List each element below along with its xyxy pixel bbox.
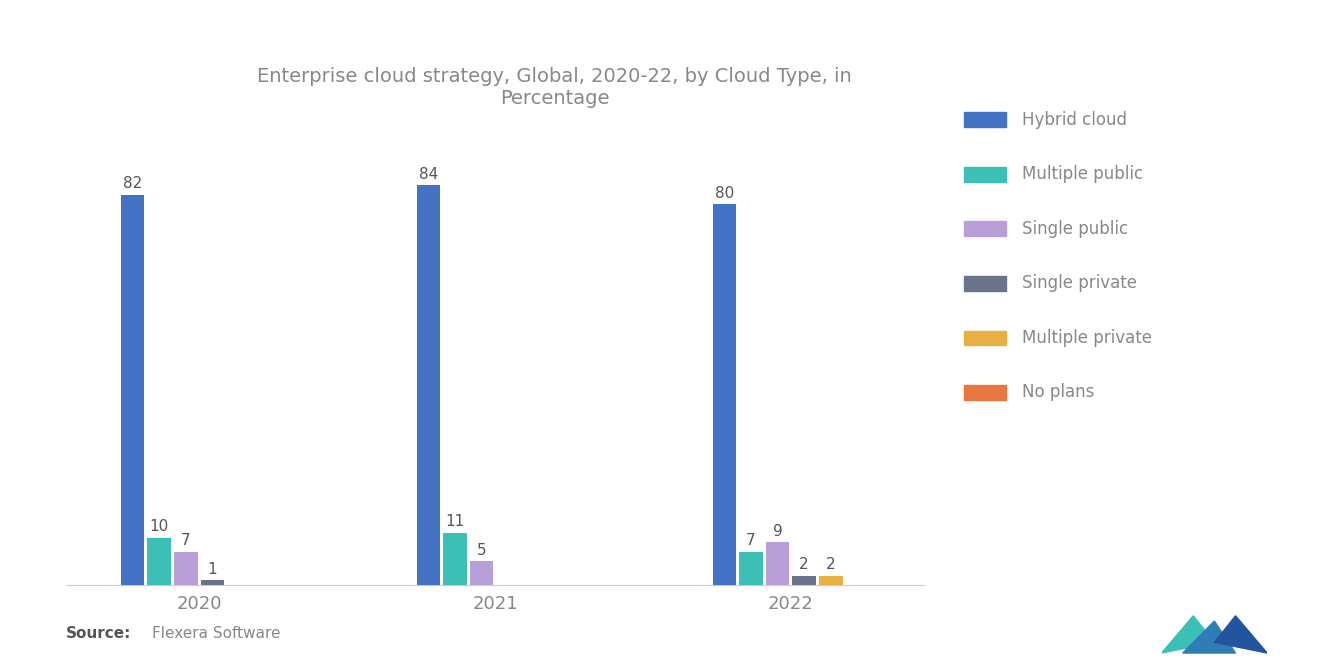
Bar <box>148 537 170 585</box>
Bar <box>174 552 198 585</box>
Bar <box>792 576 816 585</box>
Text: Multiple private: Multiple private <box>1022 329 1151 347</box>
Text: 7: 7 <box>746 533 756 548</box>
Bar <box>713 204 737 585</box>
Text: Enterprise cloud strategy, Global, 2020-22, by Cloud Type, in
Percentage: Enterprise cloud strategy, Global, 2020-… <box>257 66 851 108</box>
Text: No plans: No plans <box>1022 383 1094 402</box>
Text: 5: 5 <box>477 543 487 557</box>
Text: 9: 9 <box>772 523 783 539</box>
Bar <box>470 561 494 585</box>
Bar <box>766 543 789 585</box>
Text: Single private: Single private <box>1022 274 1137 293</box>
Bar <box>444 533 467 585</box>
Text: 7: 7 <box>181 533 190 548</box>
Bar <box>121 195 144 585</box>
Text: 11: 11 <box>445 514 465 529</box>
Text: 80: 80 <box>714 186 734 201</box>
Text: Multiple public: Multiple public <box>1022 165 1143 184</box>
Text: 1: 1 <box>207 562 218 577</box>
Text: 2: 2 <box>826 557 836 572</box>
Polygon shape <box>1183 621 1236 653</box>
Bar <box>417 186 440 585</box>
Bar <box>739 552 763 585</box>
Text: Flexera Software: Flexera Software <box>152 626 280 642</box>
Text: 82: 82 <box>123 176 143 191</box>
Bar <box>201 581 224 585</box>
Bar <box>820 576 842 585</box>
Text: Single public: Single public <box>1022 219 1127 238</box>
Text: Hybrid cloud: Hybrid cloud <box>1022 110 1127 129</box>
Text: 10: 10 <box>149 519 169 534</box>
Text: 84: 84 <box>418 166 438 182</box>
Text: Source:: Source: <box>66 626 132 642</box>
Polygon shape <box>1162 616 1214 653</box>
Polygon shape <box>1214 616 1267 653</box>
Text: 2: 2 <box>800 557 809 572</box>
